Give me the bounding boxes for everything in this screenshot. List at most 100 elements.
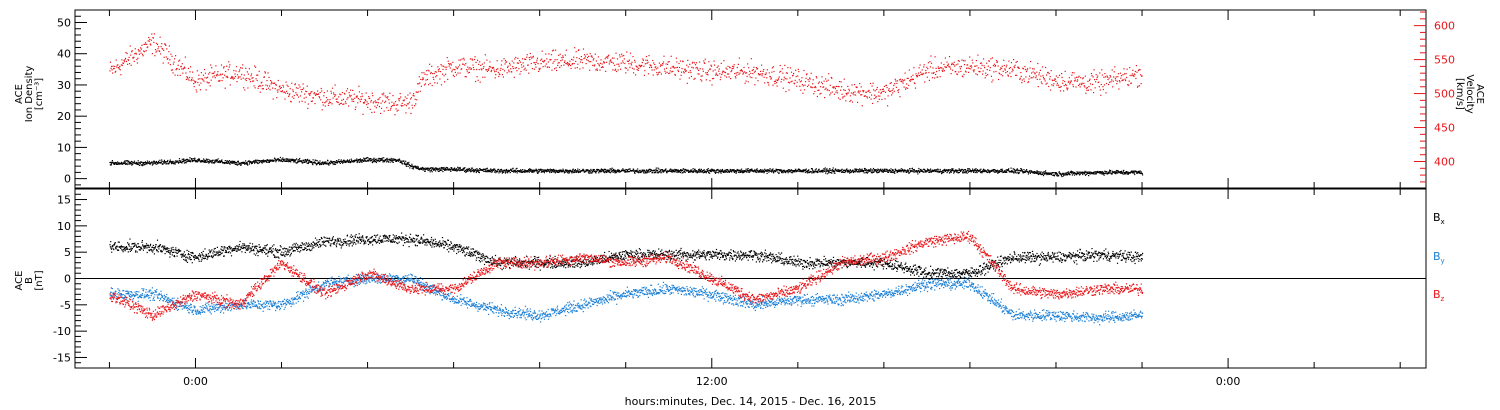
- density-point: [373, 157, 375, 159]
- density-point: [360, 159, 362, 161]
- velocity-point: [1023, 80, 1025, 82]
- velocity-point: [976, 74, 978, 76]
- velocity-point: [682, 60, 684, 63]
- velocity-point: [423, 72, 425, 74]
- density-point: [375, 160, 377, 162]
- density-point: [197, 161, 199, 163]
- density-point: [585, 170, 587, 173]
- density-point: [196, 161, 198, 163]
- density-point: [613, 169, 615, 172]
- density-point: [425, 167, 427, 169]
- velocity-point: [869, 82, 872, 85]
- velocity-point: [747, 81, 749, 83]
- density-point: [808, 169, 810, 171]
- velocity-point: [924, 81, 926, 83]
- velocity-point: [733, 64, 735, 66]
- velocity-point: [972, 69, 974, 71]
- velocity-point: [635, 65, 637, 67]
- velocity-point: [746, 75, 748, 78]
- density-point: [792, 171, 794, 173]
- density-point: [560, 169, 562, 171]
- velocity-point: [223, 66, 225, 68]
- density-point: [118, 162, 120, 164]
- velocity-point: [733, 66, 735, 68]
- velocity-point: [515, 67, 517, 69]
- density-point: [234, 160, 236, 163]
- velocity-point: [1120, 77, 1122, 79]
- velocity-point: [151, 33, 153, 35]
- density-point: [920, 170, 922, 172]
- density-point: [269, 159, 271, 161]
- density-point: [854, 168, 856, 170]
- velocity-point: [986, 69, 988, 71]
- velocity-point: [991, 57, 993, 59]
- density-point: [830, 169, 832, 171]
- velocity-point: [1125, 73, 1127, 75]
- velocity-point: [612, 69, 614, 71]
- velocity-point: [1122, 74, 1124, 76]
- density-point: [651, 172, 654, 174]
- density-point: [594, 170, 596, 172]
- density-point: [1015, 170, 1017, 172]
- density-point: [553, 168, 555, 170]
- velocity-point: [824, 97, 826, 99]
- velocity-point: [112, 65, 114, 67]
- velocity-point: [981, 64, 983, 66]
- density-point: [716, 171, 718, 173]
- velocity-point: [804, 84, 806, 86]
- density-point: [740, 171, 742, 173]
- velocity-point: [945, 66, 947, 68]
- velocity-point: [634, 59, 636, 61]
- density-point: [441, 168, 443, 170]
- density-point: [925, 171, 927, 173]
- velocity-point: [709, 80, 711, 82]
- density-point: [303, 161, 305, 163]
- velocity-point: [285, 81, 287, 83]
- velocity-point: [171, 55, 173, 57]
- panel-top-frame: [74, 9, 1427, 189]
- density-point: [241, 162, 243, 164]
- velocity-point: [218, 80, 221, 82]
- density-point: [257, 162, 259, 165]
- velocity-point: [348, 105, 350, 107]
- density-point: [1015, 169, 1017, 171]
- density-point: [986, 171, 988, 174]
- velocity-point: [437, 69, 439, 71]
- velocity-point: [200, 72, 202, 74]
- velocity-point: [134, 53, 136, 55]
- velocity-point: [615, 70, 618, 73]
- density-point: [437, 170, 439, 172]
- density-point: [586, 170, 588, 172]
- velocity-point: [788, 89, 790, 91]
- density-point: [441, 169, 443, 171]
- density-point: [877, 169, 879, 171]
- velocity-point: [969, 56, 971, 58]
- velocity-point: [664, 70, 666, 72]
- velocity-point: [226, 65, 228, 67]
- velocity-point: [391, 101, 393, 103]
- velocity-point: [429, 82, 431, 84]
- velocity-point: [115, 59, 117, 61]
- velocity-point: [689, 63, 691, 65]
- density-point: [1045, 170, 1047, 172]
- velocity-point: [833, 93, 835, 95]
- density-point: [908, 172, 910, 174]
- density-point: [239, 162, 241, 164]
- density-point: [586, 169, 588, 171]
- density-point: [178, 158, 181, 160]
- velocity-point: [677, 69, 679, 71]
- density-point: [737, 169, 739, 171]
- velocity-point: [778, 76, 780, 78]
- density-point: [160, 161, 162, 163]
- velocity-point: [541, 50, 543, 52]
- velocity-point: [1112, 80, 1114, 82]
- density-point: [1040, 171, 1042, 173]
- density-point: [381, 158, 383, 160]
- density-point: [543, 169, 545, 171]
- velocity-point: [761, 64, 763, 66]
- density-point: [355, 159, 358, 161]
- velocity-point: [665, 72, 667, 74]
- velocity-point: [693, 78, 695, 80]
- velocity-point: [931, 77, 934, 79]
- density-point: [282, 157, 284, 159]
